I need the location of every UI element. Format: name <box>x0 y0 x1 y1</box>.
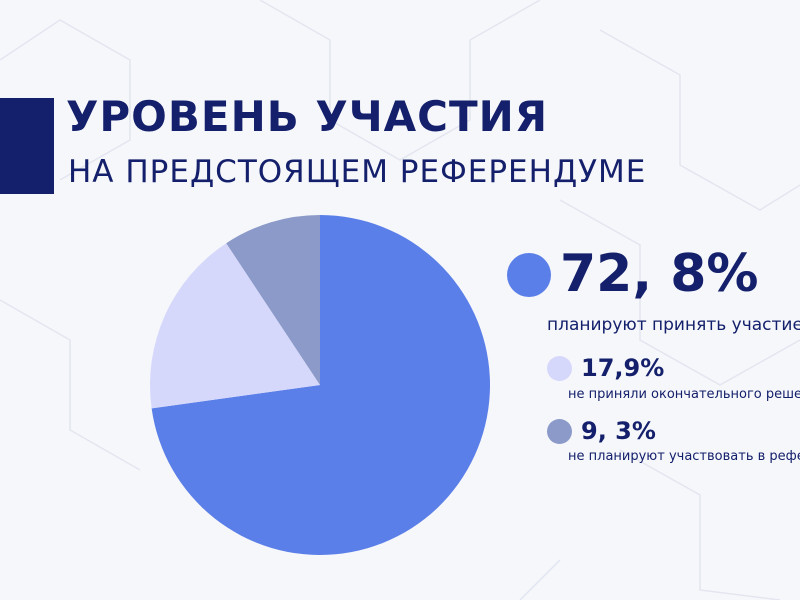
pie-slice-not-participate <box>226 215 320 385</box>
chart-subtitle: НА ПРЕДСТОЯЩЕМ РЕФЕРЕНДУМЕ <box>68 154 647 190</box>
legend-value-not-participate: 9, 3% <box>581 417 656 445</box>
legend-label-not-participate: не планируют участвовать в референдуме <box>568 449 800 464</box>
legend-dot-not-participate <box>547 419 572 444</box>
pie-slice-undecided <box>149 243 320 409</box>
pie-slice-participate <box>151 215 490 556</box>
legend-value-participate: 72, 8% <box>560 244 759 304</box>
legend-value-undecided: 17,9% <box>581 354 665 382</box>
legend-label-participate: планируют принять участие <box>547 315 800 335</box>
chart-title: УРОВЕНЬ УЧАСТИЯ <box>66 92 549 141</box>
legend-dot-undecided <box>547 356 572 381</box>
legend-label-undecided: не приняли окончательного решения <box>568 387 800 402</box>
legend-dot-participate <box>507 253 551 297</box>
title-accent-bar <box>0 98 54 194</box>
